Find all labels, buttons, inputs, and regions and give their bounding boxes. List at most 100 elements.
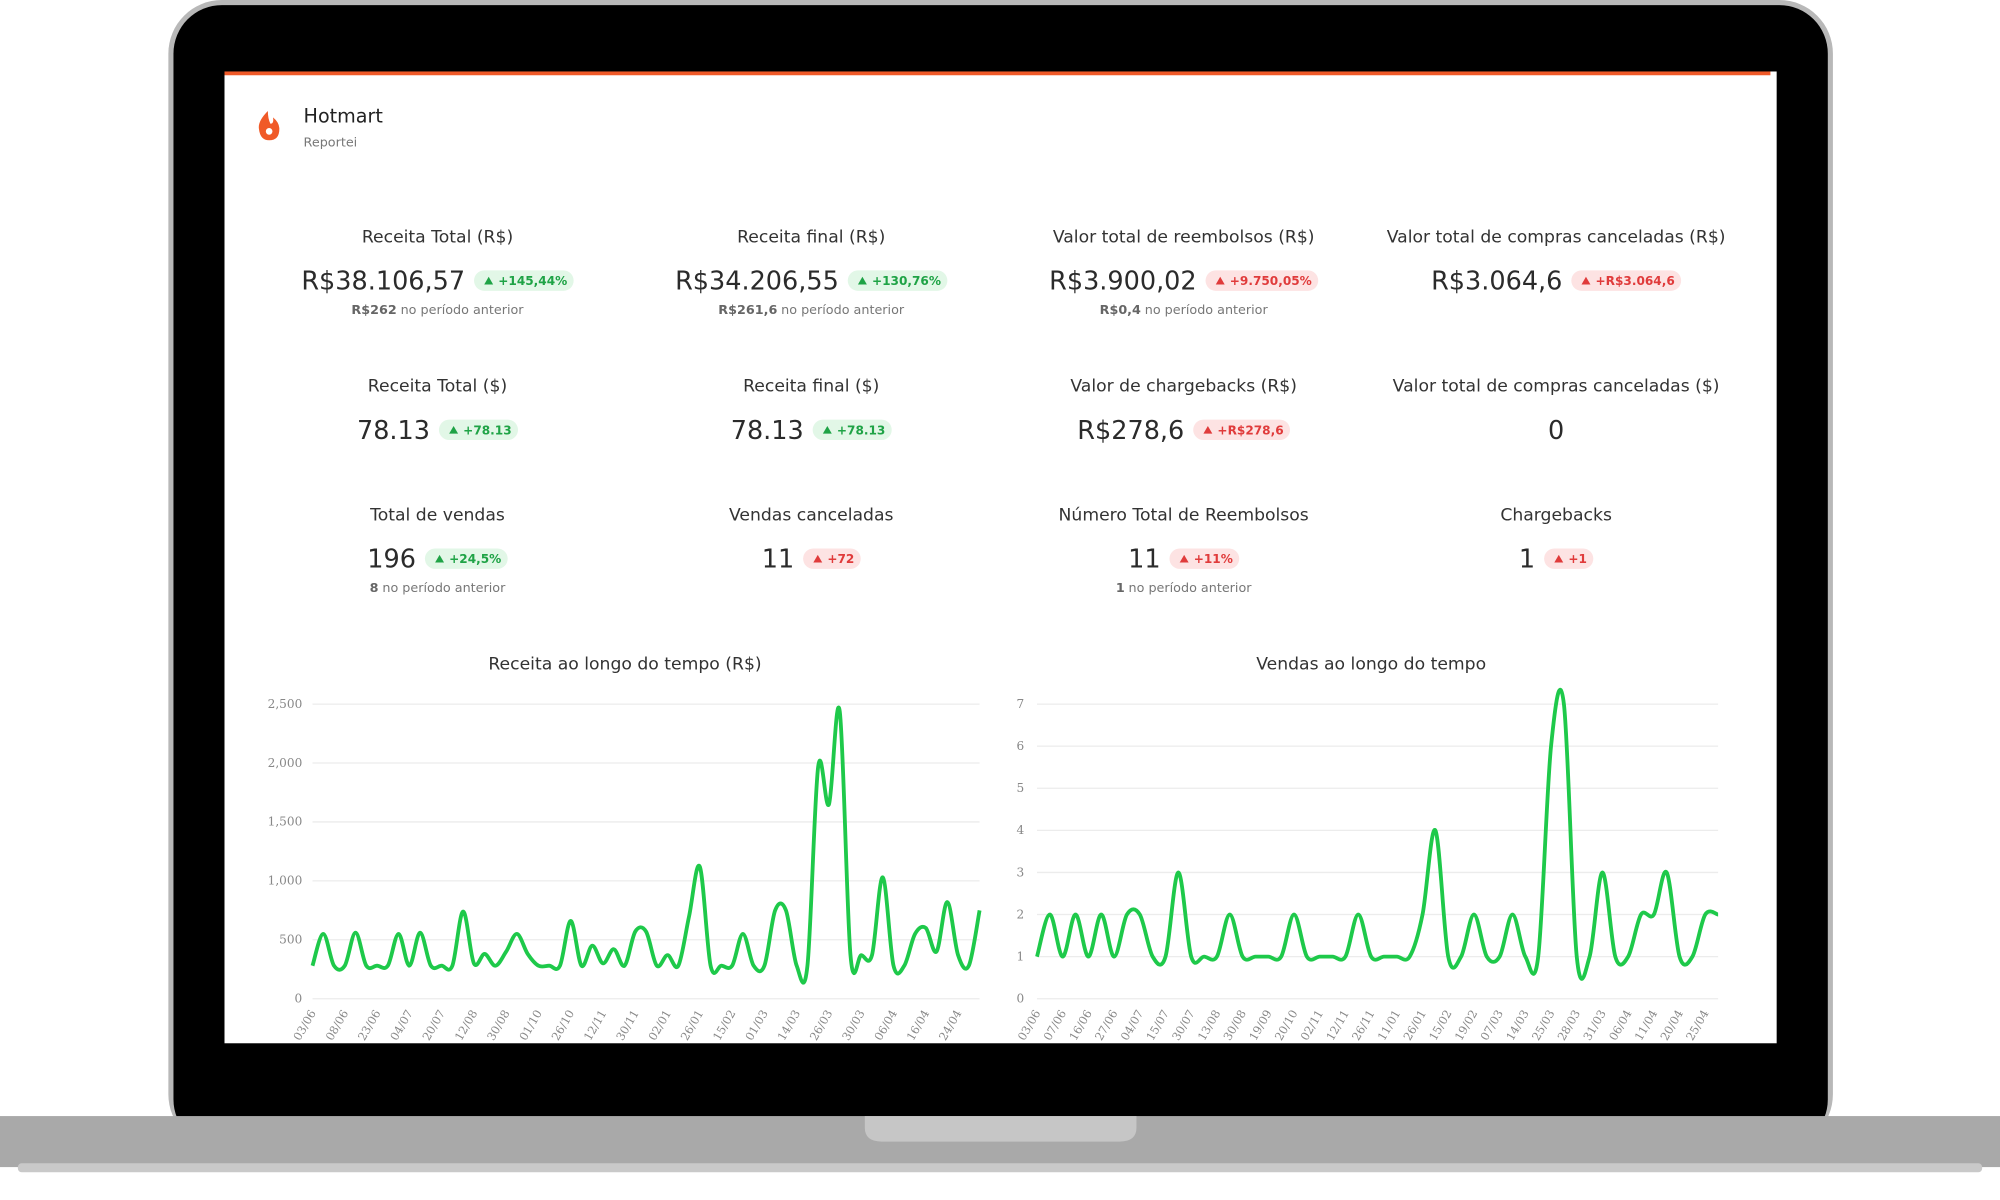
previous-text: no período anterior <box>1129 581 1253 596</box>
y-tick-label: 1,000 <box>268 874 303 888</box>
previous-period: 8 no período anterior <box>370 581 506 596</box>
metric-card: Receita Total ($) 78.13 +78.13 <box>357 377 519 446</box>
metric-label: Número Total de Reembolsos <box>1059 505 1309 525</box>
delta-badge <box>1193 419 1291 441</box>
metric-label: Receita Total (R$) <box>362 227 513 247</box>
delta-arrow <box>857 276 867 285</box>
y-tick-label: 1,500 <box>268 815 303 829</box>
metric-label: Receita final (R$) <box>737 227 885 247</box>
metric-value: 11 <box>1128 545 1160 575</box>
previous-value: R$261,6 <box>718 303 777 318</box>
delta-badge <box>1571 270 1682 291</box>
metric-label: Valor de chargebacks (R$) <box>1070 377 1297 397</box>
metric-card: Valor de chargebacks (R$) R$278,6 +R$278,6 <box>1070 377 1297 446</box>
metric-value: 78.13 <box>357 416 430 446</box>
laptop-foot <box>17 1163 1983 1173</box>
y-tick-label: 3 <box>1017 865 1025 879</box>
top-accent <box>224 71 1771 76</box>
metric-value: R$34.206,55 <box>675 267 839 297</box>
metric-card: Total de vendas 196 +24,5% 8 no período ante… <box>367 505 508 596</box>
previous-text: no período anterior <box>382 581 506 596</box>
screen: Hotmart Reportei Receita Total (R$) R$38.… <box>224 71 1777 1044</box>
metric-label: Valor total de compras canceladas ($) <box>1393 377 1720 397</box>
delta-text: +R$3.064,6 <box>1596 274 1675 288</box>
previous-period: R$261,6 no período anterior <box>718 303 905 318</box>
chart-title: Vendas ao longo do tempo <box>1256 655 1486 675</box>
delta-badge <box>812 419 892 441</box>
delta-badge <box>424 548 508 569</box>
logo-core <box>265 128 273 135</box>
delta-badge <box>438 419 519 441</box>
metric-card: Valor total de compras canceladas ($) 0 <box>1393 377 1720 446</box>
delta-arrow <box>1554 554 1564 563</box>
metric-value: R$3.064,6 <box>1431 267 1562 297</box>
delta-text: +9.750,05% <box>1230 274 1312 288</box>
metric-value: 1 <box>1519 545 1535 575</box>
delta-badge <box>847 270 948 291</box>
previous-value: R$262 <box>351 303 396 318</box>
data-line <box>1035 687 1719 981</box>
delta-badge <box>1205 270 1319 291</box>
delta-arrow <box>435 554 445 563</box>
metric-card: Valor total de compras canceladas (R$) R$… <box>1387 227 1726 296</box>
metric-value: R$3.900,02 <box>1049 267 1197 297</box>
metric-label: Chargebacks <box>1500 505 1612 525</box>
metric-card: Valor total de reembolsos (R$) R$3.900,02… <box>1049 227 1319 318</box>
laptop-notch <box>864 1116 1137 1142</box>
delta-arrow <box>1203 426 1213 434</box>
delta-arrow <box>813 554 823 563</box>
delta-text: +11% <box>1194 552 1233 566</box>
delta-arrow <box>449 426 459 434</box>
delta-text: +130,76% <box>872 274 941 288</box>
y-tick-label: 1 <box>1017 949 1025 963</box>
metric-label: Valor total de compras canceladas (R$) <box>1387 227 1726 247</box>
data-line <box>310 705 982 985</box>
previous-period: R$262 no período anterior <box>351 303 524 318</box>
y-tick-label: 0 <box>295 992 303 1006</box>
delta-text: +78.13 <box>463 423 511 437</box>
delta-text: +78.13 <box>837 423 885 437</box>
previous-period: R$0,4 no período anterior <box>1100 303 1269 318</box>
previous-value: 1 <box>1116 581 1125 596</box>
metric-value: 11 <box>762 545 794 575</box>
header-subtitle: Reportei <box>304 136 358 151</box>
delta-arrow <box>484 276 494 285</box>
delta-badge <box>1544 548 1594 569</box>
delta-arrow <box>822 426 832 434</box>
delta-text: +R$278,6 <box>1217 423 1283 437</box>
metric-value: 0 <box>1548 416 1564 446</box>
header-title: Hotmart <box>304 104 384 127</box>
y-tick-label: 500 <box>279 933 302 947</box>
metric-value: R$38.106,57 <box>301 267 465 297</box>
metric-card: Chargebacks 1 +1 <box>1500 505 1612 574</box>
y-tick-label: 4 <box>1017 823 1025 837</box>
metric-value: 78.13 <box>731 416 804 446</box>
delta-text: +24,5% <box>449 552 501 566</box>
previous-text: no período anterior <box>401 303 525 318</box>
metric-label: Receita final ($) <box>743 377 879 397</box>
y-tick-label: 0 <box>1017 992 1025 1006</box>
metric-value: 196 <box>367 545 416 575</box>
metric-card: Vendas canceladas 11 +72 <box>729 505 894 574</box>
delta-text: +1 <box>1568 552 1587 566</box>
chart-title: Receita ao longo do tempo (R$) <box>488 655 761 675</box>
metric-card: Receita Total (R$) R$38.106,57 +145,44% R$2… <box>301 227 574 318</box>
hotmart-logo <box>258 110 280 141</box>
delta-arrow <box>1179 554 1189 563</box>
delta-arrow <box>1215 276 1225 285</box>
delta-arrow <box>1581 276 1591 285</box>
y-tick-label: 7 <box>1017 697 1025 711</box>
metric-card: Número Total de Reembolsos 11 +11% 1 no perí… <box>1059 505 1309 595</box>
previous-value: R$0,4 <box>1100 303 1141 318</box>
metric-label: Receita Total ($) <box>368 377 507 397</box>
y-tick-label: 6 <box>1017 739 1025 753</box>
metric-card: Receita final (R$) R$34.206,55 +130,76% R$2… <box>675 227 948 318</box>
previous-period: 1 no período anterior <box>1116 581 1252 596</box>
delta-badge <box>474 270 574 291</box>
delta-text: +72 <box>827 552 854 566</box>
metric-card: Receita final ($) 78.13 +78.13 <box>731 377 892 446</box>
y-tick-label: 2,500 <box>268 697 303 711</box>
delta-text: +145,44% <box>498 274 567 288</box>
y-tick-label: 5 <box>1017 781 1025 795</box>
